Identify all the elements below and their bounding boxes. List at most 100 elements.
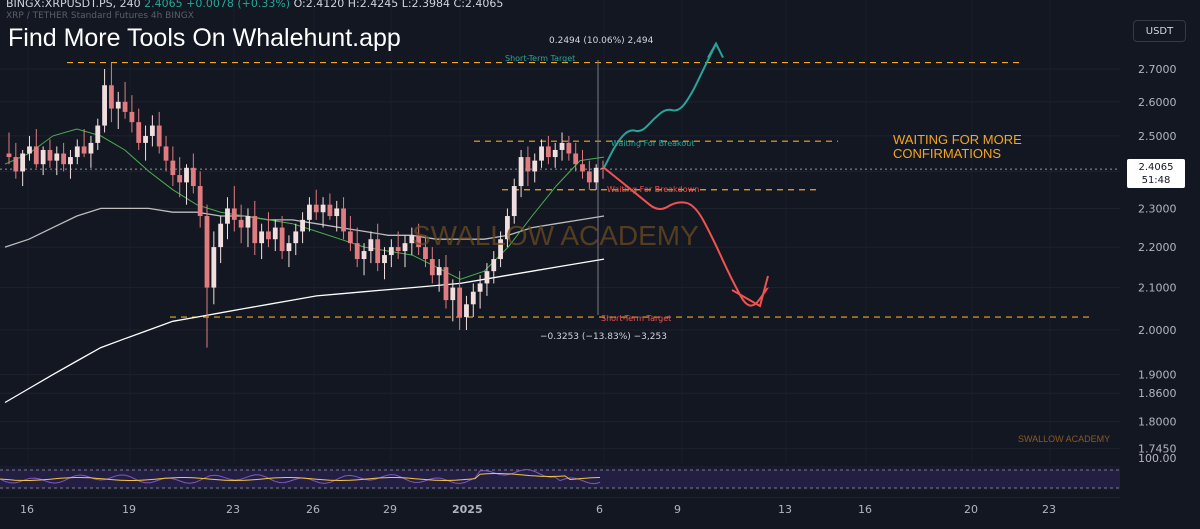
time-tick-label: 16 xyxy=(20,503,34,516)
time-tick-label: 29 xyxy=(383,503,397,516)
symbol-header: BINGX:XRPUSDT.PS, 240 2.4065 +0.0078 (+0… xyxy=(6,0,503,10)
candle-body xyxy=(464,304,469,318)
candle-body xyxy=(334,208,340,217)
ma-200-line xyxy=(4,258,605,404)
price-tick-label: 2.1000 xyxy=(1138,282,1177,295)
candle-body xyxy=(293,231,299,244)
candle-body xyxy=(347,231,353,244)
symbol-name[interactable]: BINGX:XRPUSDT.PS, 240 xyxy=(6,0,141,10)
time-tick-label: 13 xyxy=(778,503,792,516)
chart-grid xyxy=(0,68,1120,450)
bull-projection xyxy=(603,42,718,169)
candle-body xyxy=(163,146,169,161)
candle-body xyxy=(388,247,394,256)
candle-body xyxy=(20,153,26,172)
price-axis-bg xyxy=(1120,0,1200,500)
candle-body xyxy=(252,216,258,244)
open-value: O:2.4120 xyxy=(293,0,345,10)
symbol-subtitle: XRP / TETHER Standard Futures 4h BINGX xyxy=(6,11,194,21)
measure-down-label: −0.3253 (−13.83%) −3,253 xyxy=(540,332,667,342)
candle-body xyxy=(272,227,278,240)
waiting-note: WAITING FOR MORE CONFIRMATIONS xyxy=(893,132,1022,161)
time-tick-label: 2025 xyxy=(452,503,483,516)
oscillator-tick-label: 100.00 xyxy=(1138,452,1177,465)
candle-body xyxy=(184,167,189,183)
candle-body xyxy=(436,267,442,276)
candle-body xyxy=(341,208,346,232)
low-value: L:2.3984 xyxy=(401,0,451,10)
bull-arrowhead xyxy=(707,41,724,59)
candle-body xyxy=(375,239,381,264)
candle-body xyxy=(457,287,463,318)
candle-body xyxy=(552,149,558,158)
level-lines xyxy=(0,60,1120,318)
breakout-label: Waiting For Breakout xyxy=(611,139,695,148)
price-tick-label: 2.6000 xyxy=(1138,96,1177,109)
time-tick-label: 6 xyxy=(596,503,603,516)
candle-body xyxy=(450,287,456,301)
candle-body xyxy=(6,153,12,158)
candle-body xyxy=(211,247,217,288)
candle-body xyxy=(511,186,517,217)
moving-averages xyxy=(4,128,605,404)
candle-body xyxy=(225,208,230,224)
candle-body xyxy=(580,164,585,172)
candle-body xyxy=(368,239,374,252)
candle-body xyxy=(40,149,46,165)
candle-body xyxy=(27,146,32,154)
price-tick-label: 1.9000 xyxy=(1138,369,1177,382)
candle-body xyxy=(300,219,305,232)
currency-button[interactable]: USDT xyxy=(1133,20,1186,42)
candle-body xyxy=(423,247,428,260)
candle-body xyxy=(204,216,210,288)
candle-body xyxy=(286,243,292,252)
candle-body xyxy=(402,243,408,252)
time-tick-label: 19 xyxy=(122,503,136,516)
candle-body xyxy=(477,283,483,292)
candle-body xyxy=(245,216,251,228)
candle-body xyxy=(74,146,80,158)
candle-body xyxy=(81,146,87,154)
candle-body xyxy=(231,208,237,220)
candle-body xyxy=(532,160,538,172)
time-tick-label: 23 xyxy=(1042,503,1056,516)
candle-body xyxy=(33,146,39,165)
price-tick-label: 2.7000 xyxy=(1138,63,1177,76)
candle-body xyxy=(382,255,387,264)
candle-body xyxy=(327,204,333,217)
candle-body xyxy=(143,135,148,143)
candle-body xyxy=(88,142,94,154)
candle-body xyxy=(320,204,326,213)
candle-body xyxy=(259,231,265,244)
candle-body xyxy=(484,271,490,284)
measure-up-label: 0.2494 (10.06%) 2,494 xyxy=(549,36,654,46)
candle-body xyxy=(279,227,285,252)
candle-body xyxy=(47,149,53,161)
price-tick-label: 2.3000 xyxy=(1138,202,1177,215)
candle-body xyxy=(54,153,60,161)
candle-body xyxy=(429,259,435,276)
candle-body xyxy=(238,219,244,228)
last-change: 2.4065 +0.0078 (+0.33%) xyxy=(144,0,291,10)
candle-body xyxy=(13,157,19,172)
candle-body xyxy=(115,101,121,109)
candle-body xyxy=(129,111,135,123)
current-price: 2.4065 xyxy=(1138,162,1174,173)
candle-body xyxy=(136,122,142,143)
candle-body xyxy=(170,160,176,176)
bar-countdown: 51:48 xyxy=(1141,175,1171,186)
price-tick-label: 1.7450 xyxy=(1138,443,1177,456)
time-tick-label: 9 xyxy=(674,503,681,516)
price-tick-label: 1.8600 xyxy=(1138,387,1177,400)
projection-arrows xyxy=(603,41,770,308)
price-axis: 2.70002.60002.50002.40002.30002.20002.10… xyxy=(1120,0,1200,500)
candle-body xyxy=(190,167,196,187)
candle-body xyxy=(395,247,401,252)
candle-body xyxy=(545,146,551,158)
candle-body xyxy=(218,223,224,248)
candle-body xyxy=(443,267,449,301)
candle-body xyxy=(109,85,114,109)
bear-arrowhead xyxy=(731,275,769,308)
